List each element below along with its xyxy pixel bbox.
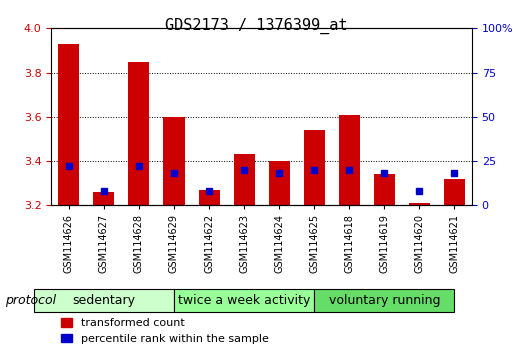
Text: sedentary: sedentary [72, 293, 135, 307]
Text: voluntary running: voluntary running [328, 293, 440, 307]
Text: GDS2173 / 1376399_at: GDS2173 / 1376399_at [165, 18, 348, 34]
Text: twice a week activity: twice a week activity [178, 293, 310, 307]
Text: protocol: protocol [5, 293, 56, 307]
Bar [339, 115, 360, 205]
Bar [444, 179, 465, 205]
Bar [409, 203, 430, 205]
Bar [233, 154, 254, 205]
Bar [374, 175, 395, 205]
Legend: transformed count, percentile rank within the sample: transformed count, percentile rank withi… [57, 314, 273, 348]
Bar [128, 62, 149, 205]
Bar [269, 161, 290, 205]
Bar [304, 130, 325, 205]
Bar [164, 117, 185, 205]
Bar [58, 44, 80, 205]
Bar [93, 192, 114, 205]
Bar [199, 190, 220, 205]
